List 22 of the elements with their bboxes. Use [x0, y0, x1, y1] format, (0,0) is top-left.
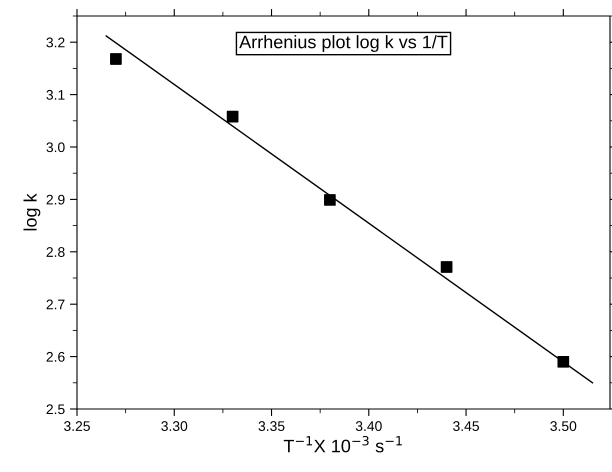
y-axis-title: log k — [24, 193, 40, 230]
point — [226, 110, 238, 122]
y-tick-label: 2.8 — [46, 247, 65, 257]
annotation: Arrhenius plot log k vs 1/T — [239, 35, 448, 52]
y-tick-label: 2.7 — [46, 300, 64, 310]
y-tick-label: 3.2 — [46, 38, 64, 48]
x-tick-label: 3.35 — [258, 421, 284, 432]
y-tick-label: 3.0 — [46, 142, 65, 152]
y-tick-label: 2.6 — [46, 352, 65, 362]
y-tick-label: 2.9 — [46, 194, 65, 205]
x-tick-label: 3.40 — [356, 421, 382, 432]
x-tick-label: 3.30 — [161, 421, 188, 432]
point — [110, 53, 122, 65]
point — [324, 194, 336, 206]
x-tick-label: 3.25 — [64, 421, 90, 432]
x-axis-title: T$^{−1}$X 10$^{−3}$ s$^{−1}$ — [284, 436, 402, 452]
y-tick-label: 2.5 — [46, 404, 65, 414]
point — [440, 261, 452, 273]
x-tick-label: 3.50 — [550, 421, 576, 432]
x-tick-label: 3.45 — [453, 421, 479, 432]
y-tick-label: 3.1 — [46, 90, 65, 100]
point — [557, 356, 570, 368]
